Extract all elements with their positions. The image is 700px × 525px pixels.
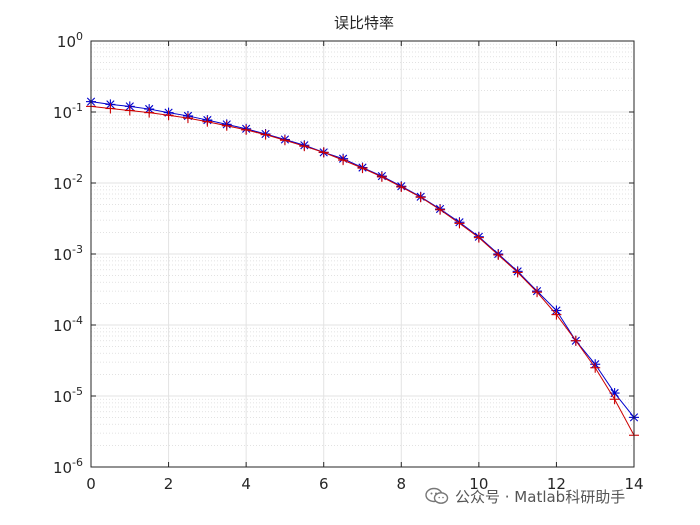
x-tick-label: 4 (241, 475, 251, 493)
y-tick-label-exponent: -2 (72, 172, 83, 185)
data-point-marker (473, 232, 484, 243)
data-point-marker (124, 105, 135, 116)
y-tick-label: 100 (57, 30, 83, 51)
watermark-text: 公众号 · Matlab科研助手 (455, 487, 626, 506)
y-tick-label: 10-4 (53, 314, 83, 335)
y-tick-label: 10-2 (53, 172, 83, 193)
data-point-marker (144, 107, 155, 118)
x-tick-label: 14 (624, 475, 643, 493)
data-point-marker (570, 335, 581, 346)
data-point-marker (396, 181, 407, 192)
y-tick-label-exponent: -5 (72, 385, 83, 398)
y-tick-label: 10-6 (53, 456, 83, 477)
watermark: 公众号 · Matlab科研助手 (425, 484, 625, 508)
y-tick-label-exponent: -6 (72, 456, 83, 469)
data-point-marker (532, 287, 543, 298)
x-tick-label: 12 (547, 475, 566, 493)
y-tick-label-base: 10 (57, 33, 76, 51)
data-point-marker (163, 110, 174, 121)
x-tick-label: 2 (164, 475, 174, 493)
y-tick-label-exponent: -1 (72, 101, 83, 114)
y-tick-label-base: 10 (53, 104, 72, 122)
y-tick-label: 10-5 (53, 385, 83, 406)
data-point-marker (415, 192, 426, 203)
data-point-marker (590, 362, 601, 373)
data-point-marker (609, 394, 620, 405)
x-tick-label: 10 (469, 475, 488, 493)
data-point-marker (551, 309, 562, 320)
data-point-marker (260, 129, 271, 140)
data-point-marker (435, 204, 446, 215)
data-point-marker (241, 124, 252, 135)
data-point-marker (299, 141, 310, 152)
wechat-icon (425, 487, 449, 504)
data-point-marker (454, 218, 465, 229)
data-point-marker (357, 163, 368, 174)
chart-title: 误比特率 (334, 14, 394, 32)
y-tick-label-exponent: -3 (72, 243, 83, 256)
x-tick-label: 8 (397, 475, 407, 493)
y-tick-label-base: 10 (53, 175, 72, 193)
y-tick-label: 10-3 (53, 243, 83, 264)
data-point-marker (221, 120, 232, 131)
data-point-marker (512, 267, 523, 278)
data-point-marker (338, 155, 349, 166)
data-point-marker (493, 249, 504, 260)
y-tick-label: 10-1 (53, 101, 83, 122)
y-tick-label-base: 10 (53, 246, 72, 264)
x-tick-label: 0 (86, 475, 96, 493)
series-layer (86, 96, 639, 441)
y-tick-label-base: 10 (53, 459, 72, 477)
data-point-marker (376, 171, 387, 182)
x-tick-label: 6 (319, 475, 329, 493)
data-point-marker (318, 147, 329, 158)
data-point-marker (202, 116, 213, 127)
y-tick-label-base: 10 (53, 388, 72, 406)
y-tick-label-exponent: 0 (76, 30, 83, 43)
y-tick-label-base: 10 (53, 317, 72, 335)
data-point-marker (182, 113, 193, 124)
data-point-marker (279, 135, 290, 146)
y-tick-label-exponent: -4 (72, 314, 83, 327)
data-point-marker (105, 103, 116, 114)
